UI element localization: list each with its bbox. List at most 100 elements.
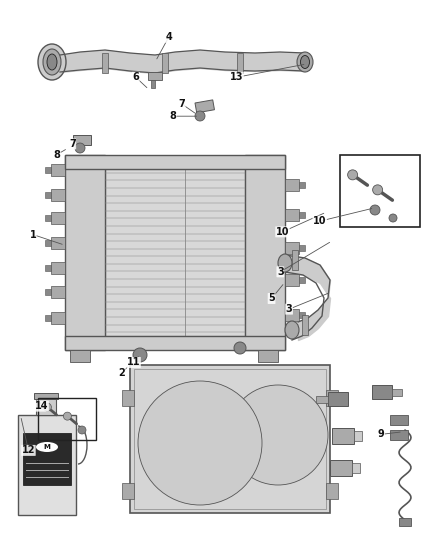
Bar — [328, 392, 348, 406]
Bar — [285, 209, 299, 221]
Bar — [45, 240, 51, 246]
Bar — [299, 212, 305, 218]
Bar — [392, 389, 402, 396]
Text: 8: 8 — [170, 111, 177, 121]
Bar — [302, 315, 308, 335]
Bar — [102, 53, 108, 73]
Circle shape — [228, 385, 328, 485]
Circle shape — [138, 381, 262, 505]
Circle shape — [373, 185, 383, 195]
Bar — [122, 390, 134, 406]
Circle shape — [370, 205, 380, 215]
Bar — [70, 350, 90, 362]
Circle shape — [389, 214, 397, 222]
Bar — [299, 312, 305, 318]
Circle shape — [64, 412, 71, 420]
Bar — [45, 265, 51, 271]
Bar — [195, 100, 215, 113]
Bar — [237, 53, 243, 73]
Bar — [51, 262, 65, 274]
Text: 6: 6 — [132, 72, 139, 82]
Ellipse shape — [297, 52, 313, 72]
Text: 14: 14 — [35, 401, 48, 411]
Ellipse shape — [285, 321, 299, 339]
Circle shape — [262, 419, 294, 451]
Bar — [340, 155, 420, 227]
Bar — [326, 390, 338, 406]
Ellipse shape — [43, 49, 61, 75]
Bar — [51, 189, 65, 201]
Bar — [34, 393, 58, 399]
Bar — [292, 250, 298, 270]
Bar — [354, 431, 362, 441]
Text: 10: 10 — [276, 227, 289, 237]
Bar — [45, 315, 51, 321]
Bar — [51, 237, 65, 249]
Text: 11: 11 — [127, 358, 140, 367]
Bar — [45, 192, 51, 198]
Bar — [372, 385, 392, 399]
Bar — [316, 396, 328, 403]
Bar — [45, 215, 51, 221]
Bar — [390, 415, 408, 425]
Bar — [23, 433, 71, 485]
Text: 13: 13 — [230, 72, 243, 82]
Bar — [299, 245, 305, 251]
Bar — [245, 155, 285, 350]
Circle shape — [234, 342, 246, 354]
Bar — [285, 309, 299, 321]
Text: 7: 7 — [69, 139, 76, 149]
Ellipse shape — [278, 254, 292, 272]
Bar — [399, 518, 411, 526]
Bar — [73, 135, 91, 145]
Bar — [18, 415, 76, 515]
Text: 7: 7 — [178, 99, 185, 109]
Ellipse shape — [38, 44, 66, 80]
Text: M: M — [43, 444, 50, 450]
Bar — [299, 277, 305, 283]
Bar — [148, 72, 162, 80]
Bar — [65, 155, 105, 350]
Bar — [130, 365, 330, 513]
Text: 3: 3 — [277, 267, 284, 277]
Ellipse shape — [75, 143, 85, 153]
Bar — [285, 274, 299, 286]
Text: 1: 1 — [29, 230, 36, 239]
Circle shape — [271, 428, 285, 442]
Circle shape — [348, 170, 358, 180]
Circle shape — [152, 395, 248, 491]
Bar — [352, 463, 360, 473]
Text: 9: 9 — [378, 430, 385, 439]
Bar — [45, 167, 51, 173]
Text: 4: 4 — [165, 33, 172, 42]
Text: 3: 3 — [286, 304, 293, 314]
Bar — [326, 483, 338, 499]
Text: 2: 2 — [118, 368, 125, 378]
Bar — [258, 350, 278, 362]
Bar — [65, 155, 285, 169]
Bar — [122, 483, 134, 499]
Text: 5: 5 — [268, 294, 275, 303]
Bar — [51, 164, 65, 176]
Bar — [65, 336, 285, 350]
Bar — [51, 312, 65, 324]
Text: 8: 8 — [53, 150, 60, 159]
Bar — [299, 182, 305, 188]
Ellipse shape — [47, 54, 57, 70]
Circle shape — [192, 435, 208, 451]
Circle shape — [240, 397, 316, 473]
Bar — [330, 460, 352, 476]
Bar — [51, 212, 65, 224]
Ellipse shape — [36, 442, 58, 452]
Text: 10: 10 — [313, 216, 326, 226]
Bar — [45, 289, 51, 295]
Bar — [151, 80, 155, 88]
Bar — [285, 179, 299, 191]
Bar — [134, 369, 326, 509]
Text: 12: 12 — [22, 446, 35, 455]
Ellipse shape — [195, 111, 205, 121]
Bar — [332, 428, 354, 444]
Bar — [105, 169, 245, 336]
Circle shape — [133, 348, 147, 362]
Ellipse shape — [300, 55, 310, 69]
